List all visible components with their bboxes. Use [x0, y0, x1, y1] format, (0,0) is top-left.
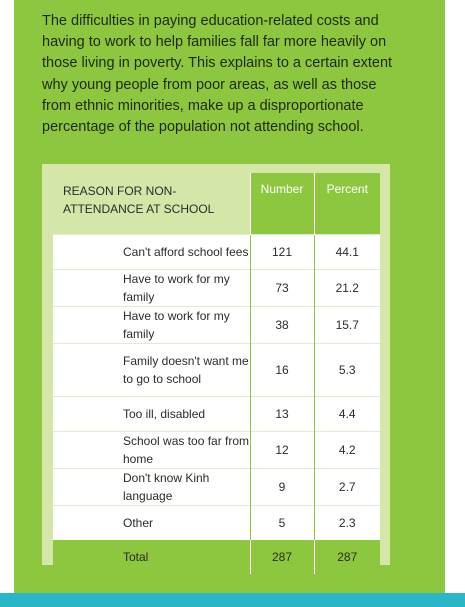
row-percent: 4.2 — [313, 431, 380, 469]
row-reason: Family doesn't want me to go to school — [53, 343, 250, 397]
row-reason: Other — [53, 505, 250, 540]
row-reason: Have to work for my family — [53, 306, 250, 344]
table-row: Other 5 2.3 — [53, 505, 380, 540]
table-row: Have to work for my family 38 15.7 — [53, 306, 380, 344]
row-percent: 44.1 — [313, 234, 380, 270]
row-number: 121 — [249, 234, 314, 270]
total-number: 287 — [249, 540, 314, 574]
table-row: Too ill, disabled 13 4.4 — [53, 396, 380, 432]
row-number: 13 — [249, 396, 314, 432]
reason-table: Reason for non-attendance at school Numb… — [53, 173, 380, 574]
row-percent: 5.3 — [313, 343, 380, 397]
header-percent: Percent — [313, 173, 380, 235]
row-number: 9 — [249, 468, 314, 506]
bottom-accent-bar — [0, 593, 465, 607]
row-number: 12 — [249, 431, 314, 469]
table-row: Don't know Kinh language 9 2.7 — [53, 468, 380, 506]
row-reason: Don't know Kinh language — [53, 468, 250, 506]
table-header-row: Reason for non-attendance at school Numb… — [53, 173, 380, 235]
row-reason: Too ill, disabled — [53, 396, 250, 432]
table-total-row: Total 287 287 — [53, 540, 380, 574]
row-percent: 4.4 — [313, 396, 380, 432]
reason-table-frame: Reason for non-attendance at school Numb… — [42, 164, 390, 574]
row-number: 73 — [249, 269, 314, 307]
table-row: School was too far from home 12 4.2 — [53, 431, 380, 469]
row-percent: 15.7 — [313, 306, 380, 344]
table-row: Have to work for my family 73 21.2 — [53, 269, 380, 307]
table-row: Can't afford school fees 121 44.1 — [53, 234, 380, 270]
table-row: Family doesn't want me to go to school 1… — [53, 343, 380, 397]
header-number: Number — [249, 173, 314, 235]
total-label: Total — [53, 540, 250, 574]
row-reason: Can't afford school fees — [53, 234, 250, 270]
row-number: 16 — [249, 343, 314, 397]
row-percent: 21.2 — [313, 269, 380, 307]
row-number: 5 — [249, 505, 314, 540]
row-reason: Have to work for my family — [53, 269, 250, 307]
row-percent: 2.7 — [313, 468, 380, 506]
intro-paragraph: The difficulties in paying education-rel… — [42, 13, 393, 136]
row-reason: School was too far from home — [53, 431, 250, 469]
row-percent: 2.3 — [313, 505, 380, 540]
header-reason: Reason for non-attendance at school — [53, 173, 250, 235]
row-number: 38 — [249, 306, 314, 344]
total-percent: 287 — [313, 540, 380, 574]
